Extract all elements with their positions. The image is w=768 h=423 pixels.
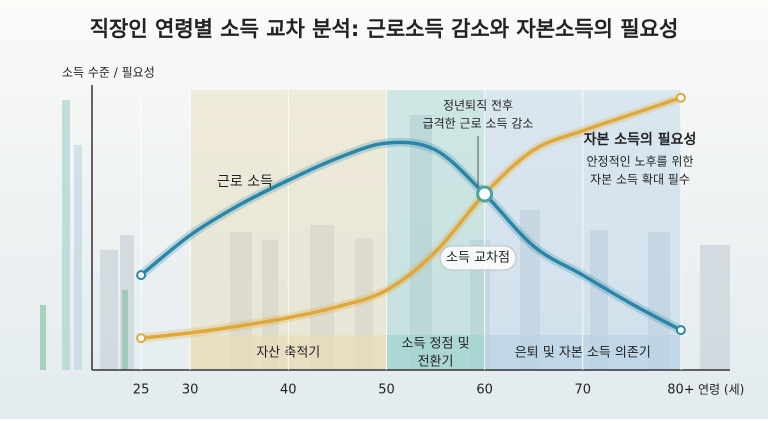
x-axis-label: 연령 (세): [698, 383, 744, 397]
x-tick-label: 50: [378, 383, 395, 398]
annotation: 소득 교차점: [446, 251, 510, 266]
series-end: [675, 325, 686, 336]
y-axis-label: 소득 수준 / 필요성: [62, 66, 155, 80]
series-end: [136, 270, 147, 281]
phase-base: [386, 335, 485, 370]
series-end: [675, 92, 686, 103]
crossover-marker: [476, 185, 494, 203]
phase-band: [386, 90, 485, 370]
annotation-box: [439, 245, 517, 271]
left-decor: [40, 100, 128, 370]
series-label: 근로 소득: [217, 174, 273, 190]
x-tick-label: 25: [133, 383, 150, 398]
series-line: [140, 96, 682, 340]
annotation: 급격한 근로 소득 감소: [423, 117, 534, 131]
x-tick-label: 30: [182, 383, 199, 398]
series-label: 자본 소득의 필요성: [584, 131, 697, 148]
annotation: 정년퇴직 전후: [443, 99, 513, 113]
x-tick-label: 40: [280, 383, 297, 398]
series-note: 자본 소득 확대 필수: [590, 173, 690, 187]
x-tick-label: 60: [476, 383, 493, 398]
x-tick-label: 80+: [667, 383, 694, 398]
chart-title: 직장인 연령별 소득 교차 분석: 근로소득 감소와 자본소득의 필요성: [90, 17, 679, 41]
x-tick-label: 70: [574, 383, 591, 398]
phase-label: 소득 정점 및: [401, 337, 469, 352]
series-note: 안정적인 노후를 위한: [587, 155, 694, 169]
series-end: [136, 333, 147, 344]
phase-label: 전환기: [418, 355, 454, 370]
series-line: [139, 140, 682, 332]
